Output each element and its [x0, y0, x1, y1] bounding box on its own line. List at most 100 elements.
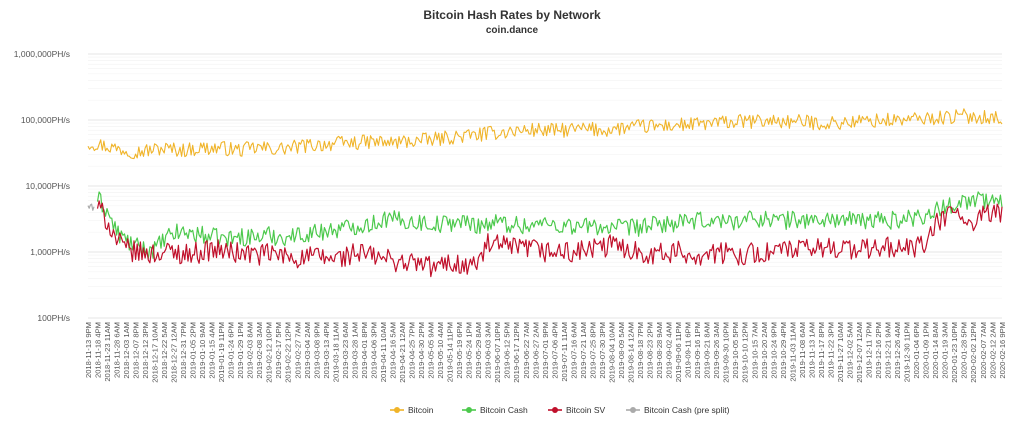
x-tick-label: 2019-08-09 5AM	[617, 322, 626, 379]
x-tick-label: 2019-08-28 9AM	[655, 322, 664, 379]
x-tick-label: 2019-11-22 3PM	[826, 322, 835, 378]
x-tick-label: 2019-03-13 4PM	[322, 322, 331, 379]
x-tick-label: 2019-05-24 1PM	[465, 322, 474, 379]
x-tick-label: 2019-03-23 6AM	[341, 322, 350, 379]
x-tick-label: 2020-01-14 8AM	[931, 322, 940, 379]
x-tick-label: 2020-02-12 2AM	[988, 322, 997, 379]
x-tick-label: 2018-12-12 3PM	[141, 322, 150, 379]
legend-marker	[466, 407, 472, 413]
x-tick-label: 2019-12-16 2PM	[874, 322, 883, 379]
legend-marker	[394, 407, 400, 413]
x-tick-label: 2019-06-27 2AM	[531, 322, 540, 379]
x-tick-label: 2019-09-30 10PM	[722, 322, 731, 383]
x-tick-label: 2019-06-12 5PM	[503, 322, 512, 379]
x-tick-label: 2019-12-30 11PM	[903, 322, 912, 382]
x-tick-label: 2020-02-16 9PM	[998, 322, 1007, 379]
x-tick-label: 2019-02-27 7AM	[293, 322, 302, 379]
x-tick-label: 2019-09-26 3AM	[712, 322, 721, 379]
chart-title: Bitcoin Hash Rates by Network	[423, 8, 601, 22]
x-tick-label: 2020-01-23 10PM	[950, 322, 959, 383]
series-line-bitcoin	[87, 108, 1003, 160]
x-tick-label: 2019-03-28 1AM	[350, 322, 359, 379]
x-tick-label: 2019-05-29 8AM	[474, 322, 483, 379]
x-tick-label: 2019-01-24 6PM	[227, 322, 236, 379]
x-tick-label: 2019-06-17 12PM	[512, 322, 521, 383]
legend-label: Bitcoin Cash	[480, 405, 528, 415]
x-tick-label: 2020-01-09 1PM	[922, 322, 931, 379]
x-tick-label: 2020-01-28 5PM	[960, 322, 969, 379]
x-tick-label: 2019-05-10 4AM	[436, 322, 445, 379]
x-tick-label: 2019-01-19 11PM	[217, 322, 226, 382]
y-tick-label: 10,000PH/s	[26, 181, 70, 191]
x-tick-label: 2019-02-17 5PM	[274, 322, 283, 379]
legend-item[interactable]: Bitcoin	[390, 405, 434, 415]
x-tick-label: 2019-09-21 8AM	[703, 322, 712, 379]
x-tick-label: 2019-09-16 1PM	[693, 322, 702, 379]
y-tick-label: 100,000PH/s	[21, 115, 70, 125]
x-tick-label: 2020-02-07 7AM	[979, 322, 988, 379]
legend: Bitcoin Bitcoin Cash Bitcoin SV Bitcoin Cas…	[390, 405, 730, 415]
x-tick-label: 2018-12-17 10AM	[150, 322, 159, 383]
x-tick-label: 2019-04-21 12AM	[398, 322, 407, 383]
x-tick-label: 2018-12-22 5AM	[160, 322, 169, 379]
x-tick-label: 2019-06-03 3AM	[484, 322, 493, 379]
x-tick-label: 2019-08-14 12AM	[627, 322, 636, 383]
x-tick-label: 2019-10-10 12PM	[741, 322, 750, 383]
x-tick-label: 2019-10-29 4PM	[779, 322, 788, 379]
x-tick-label: 2019-07-11 11AM	[560, 322, 569, 382]
x-tick-label: 2019-10-24 9PM	[769, 322, 778, 379]
legend-item[interactable]: Bitcoin Cash	[462, 405, 528, 415]
x-tick-label: 2018-11-23 11AM	[103, 322, 112, 382]
x-tick-label: 2019-10-20 2AM	[760, 322, 769, 379]
x-tick-label: 2019-04-25 7PM	[408, 322, 417, 379]
grid-lines	[88, 53, 1002, 319]
x-tick-label: 2019-03-04 2AM	[303, 322, 312, 379]
x-tick-label: 2019-07-30 3PM	[598, 322, 607, 379]
x-tick-label: 2019-06-22 7AM	[522, 322, 531, 379]
x-tick-label: 2019-08-23 2PM	[646, 322, 655, 379]
x-tick-label: 2019-02-22 12PM	[284, 322, 293, 383]
x-tick-label: 2019-04-11 10AM	[379, 322, 388, 382]
x-tick-label: 2018-12-03 1AM	[122, 322, 131, 379]
x-tick-label: 2019-01-05 2PM	[189, 322, 198, 379]
x-tick-label: 2019-08-18 7PM	[636, 322, 645, 379]
legend-label: Bitcoin Cash (pre split)	[644, 405, 730, 415]
legend-item[interactable]: Bitcoin Cash (pre split)	[626, 405, 730, 415]
x-tick-label: 2020-01-04 6PM	[912, 322, 921, 379]
x-tick-label: 2019-06-07 10PM	[493, 322, 502, 383]
y-tick-label: 1,000PH/s	[30, 247, 70, 257]
x-tick-label: 2019-07-16 6AM	[569, 322, 578, 379]
legend-label: Bitcoin	[408, 405, 434, 415]
x-tick-label: 2019-09-11 6PM	[684, 322, 693, 378]
x-tick-label: 2019-12-21 9AM	[884, 322, 893, 379]
x-tick-label: 2019-04-01 8PM	[360, 322, 369, 379]
x-tick-label: 2019-01-29 1PM	[236, 322, 245, 379]
x-tick-label: 2019-11-17 8PM	[817, 322, 826, 378]
x-tick-label: 2019-01-10 9AM	[198, 322, 207, 379]
x-tick-label: 2019-09-06 11PM	[674, 322, 683, 382]
series-line-bitcoin-cash	[96, 191, 1003, 259]
x-tick-label: 2020-01-19 3AM	[941, 322, 950, 379]
x-tick-label: 2019-07-06 4PM	[550, 322, 559, 379]
x-tick-label: 2019-12-26 4AM	[893, 322, 902, 379]
x-tick-label: 2019-04-06 3PM	[369, 322, 378, 379]
x-tick-label: 2019-07-01 9PM	[541, 322, 550, 379]
legend-label: Bitcoin SV	[566, 405, 606, 415]
chart-subtitle: coin.dance	[486, 25, 539, 36]
y-axis: 1,000,000PH/s 100,000PH/s 10,000PH/s 1,000P…	[14, 49, 70, 323]
x-tick-label: 2019-02-03 8AM	[246, 322, 255, 379]
x-tick-label: 2018-11-28 6AM	[112, 322, 121, 378]
x-tick-label: 2020-02-02 12PM	[969, 322, 978, 383]
x-tick-label: 2019-07-21 1AM	[579, 322, 588, 379]
x-tick-label: 2019-03-18 11AM	[331, 322, 340, 382]
x-tick-label: 2018-11-13 9PM	[84, 322, 93, 378]
x-tick-label: 2019-09-02 4AM	[665, 322, 674, 379]
x-tick-label: 2019-11-13 1AM	[807, 322, 816, 378]
series-line-bitcoin-cash-pre-split	[87, 203, 95, 211]
x-tick-label: 2019-11-03 11AM	[788, 322, 797, 382]
x-tick-label: 2019-05-19 6PM	[455, 322, 464, 379]
x-tick-label: 2019-04-30 2PM	[417, 322, 426, 379]
legend-item[interactable]: Bitcoin SV	[548, 405, 606, 415]
